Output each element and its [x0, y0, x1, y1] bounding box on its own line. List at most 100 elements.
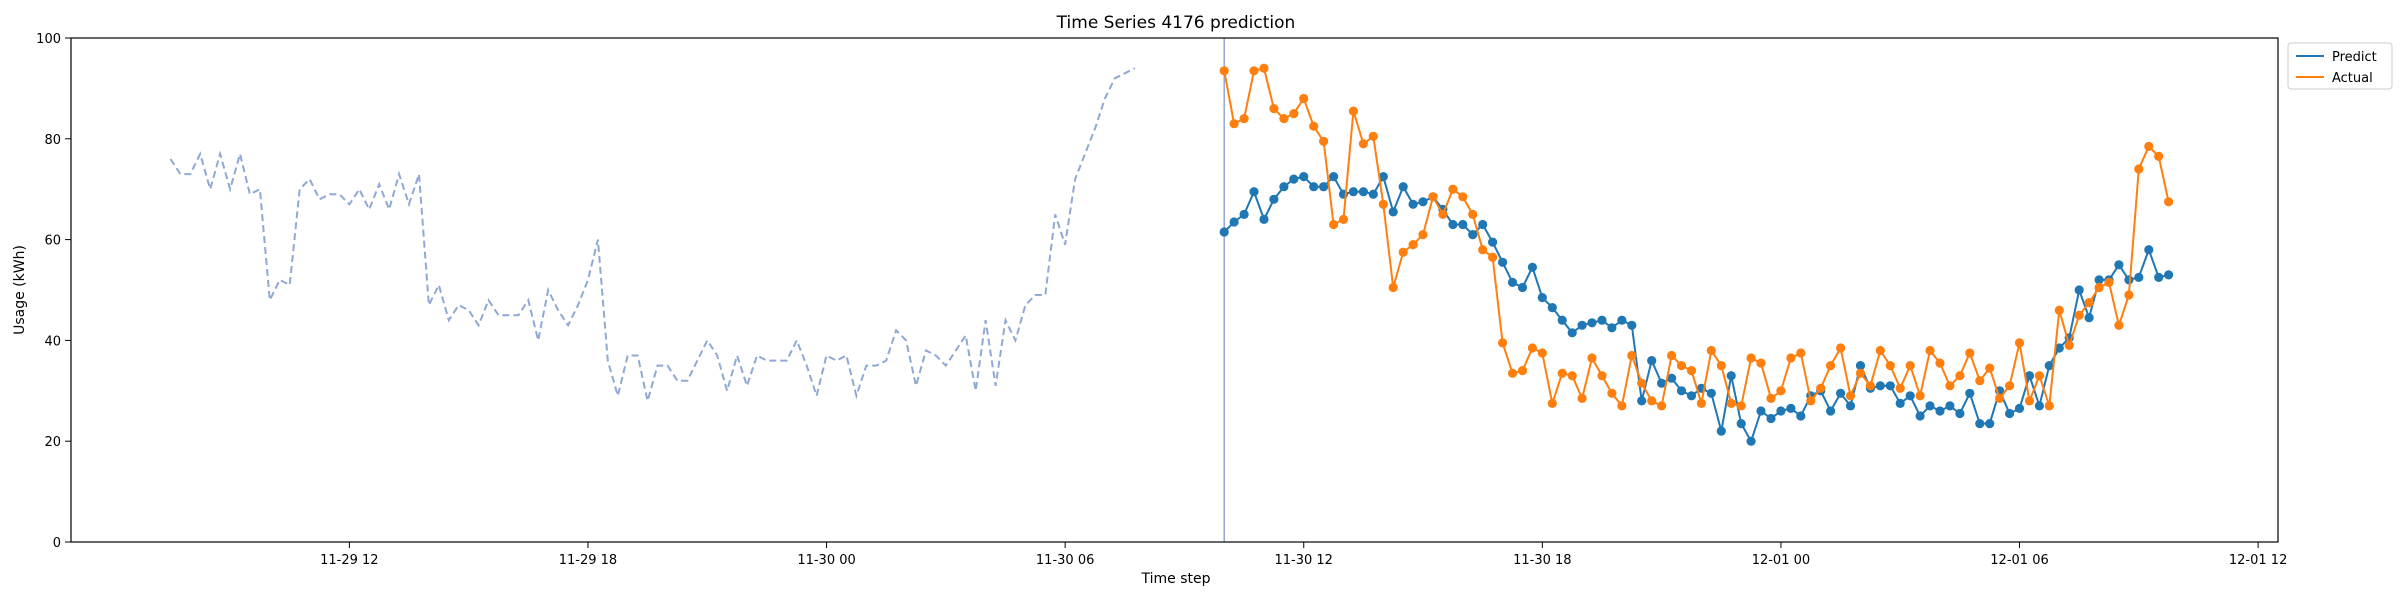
data-point-actual: [1597, 371, 1607, 381]
data-point-actual: [1478, 245, 1488, 255]
data-point-predict: [1985, 419, 1995, 429]
data-point-actual: [2054, 305, 2064, 315]
data-point-predict: [1736, 419, 1746, 429]
data-point-actual: [1329, 219, 1339, 230]
data-point-actual: [1448, 184, 1458, 194]
data-point-actual: [2074, 310, 2084, 320]
data-point-actual: [2064, 340, 2074, 350]
data-point-predict: [1498, 257, 1508, 267]
data-point-actual: [1368, 131, 1378, 141]
data-point-predict: [1726, 371, 1736, 381]
data-point-actual: [2094, 282, 2104, 293]
data-point-predict: [1358, 187, 1368, 197]
data-point-predict: [2054, 343, 2064, 353]
data-point-actual: [1696, 398, 1706, 408]
data-point-actual: [1398, 247, 1408, 257]
data-point-predict: [1557, 315, 1567, 325]
data-point-actual: [1309, 121, 1319, 131]
data-point-predict: [1657, 378, 1667, 388]
data-point-actual: [1537, 348, 1547, 358]
plot-frame: [70, 37, 2279, 543]
data-point-actual: [1647, 396, 1657, 406]
data-point-predict: [1468, 230, 1478, 240]
data-point-predict: [2074, 285, 2084, 295]
data-point-actual: [1955, 371, 1965, 381]
data-point-predict: [1667, 373, 1677, 383]
data-point-actual: [1408, 240, 1418, 250]
data-point-predict: [2154, 272, 2164, 282]
legend: Predict Actual: [2287, 42, 2393, 90]
data-point-predict: [1905, 391, 1915, 401]
data-point-predict: [1836, 388, 1846, 398]
data-point-predict: [1517, 282, 1528, 293]
data-point-predict: [1885, 381, 1895, 391]
data-point-actual: [1875, 345, 1885, 356]
series-actual: [1219, 63, 2174, 411]
data-point-predict: [1686, 391, 1697, 401]
data-point-actual: [1577, 393, 1587, 403]
data-point-predict: [1796, 411, 1806, 421]
data-point-predict: [1587, 318, 1597, 328]
data-point-actual: [1547, 398, 1557, 408]
data-point-actual: [1885, 361, 1895, 371]
data-point-predict: [2014, 403, 2025, 413]
data-point-actual: [1945, 381, 1955, 391]
data-point-actual: [1637, 378, 1647, 388]
data-point-actual: [1836, 343, 1846, 353]
y-axis: 0 20 40 60 80 100: [36, 32, 71, 551]
data-point-predict: [1527, 262, 1537, 272]
data-point-actual: [1716, 361, 1726, 371]
x-tick-label: 12-01 06: [1990, 553, 2048, 568]
data-point-predict: [2144, 245, 2154, 255]
data-point-actual: [1458, 192, 1468, 202]
data-point-predict: [1647, 356, 1657, 366]
data-point-actual: [1299, 93, 1309, 104]
data-point-actual: [1995, 393, 2005, 403]
data-point-actual: [1418, 230, 1428, 240]
data-point-actual: [2154, 151, 2164, 161]
data-point-predict: [1935, 406, 1945, 416]
data-point-actual: [1488, 252, 1498, 262]
y-tick-label: 80: [44, 133, 61, 148]
x-axis: 11-29 12 11-29 18 11-30 00 11-30 06 11-30 12…: [320, 542, 2287, 568]
data-point-predict: [1915, 411, 1925, 421]
x-tick-label: 11-30 18: [1513, 553, 1571, 568]
data-point-predict: [2034, 401, 2044, 411]
data-point-actual: [1358, 139, 1368, 149]
data-point-predict: [1348, 187, 1358, 197]
data-point-actual: [2084, 298, 2094, 308]
data-point-predict: [1975, 419, 1985, 429]
y-tick-label: 100: [36, 32, 61, 47]
data-point-predict: [1478, 219, 1488, 230]
data-point-actual: [1667, 350, 1677, 361]
data-point-predict: [1855, 361, 1866, 371]
legend-label-actual: Actual: [2332, 71, 2373, 86]
data-point-actual: [1438, 209, 1448, 219]
data-point-actual: [1786, 353, 1796, 363]
data-point-actual: [1378, 199, 1388, 209]
data-point-actual: [2044, 401, 2054, 411]
data-point-predict: [2164, 270, 2174, 280]
data-point-actual: [1388, 282, 1398, 293]
data-point-predict: [1746, 436, 1756, 446]
data-point-actual: [1229, 119, 1239, 129]
data-point-predict: [1309, 182, 1319, 192]
data-point-actual: [2034, 371, 2044, 381]
data-point-predict: [1378, 172, 1388, 182]
data-point-predict: [1488, 237, 1498, 247]
data-point-predict: [1577, 320, 1587, 330]
data-point-predict: [1627, 320, 1637, 330]
data-point-actual: [1766, 393, 1776, 403]
data-point-actual: [1845, 391, 1856, 401]
data-point-actual: [1806, 396, 1816, 406]
data-point-predict: [1945, 401, 1955, 411]
series-predict: [1219, 172, 2174, 446]
data-point-actual: [2124, 290, 2134, 300]
data-point-actual: [1905, 361, 1915, 371]
data-point-predict: [2114, 260, 2124, 270]
data-point-predict: [1279, 182, 1289, 192]
data-point-actual: [1985, 363, 1995, 373]
data-point-predict: [2094, 275, 2104, 285]
data-point-actual: [2005, 381, 2015, 391]
